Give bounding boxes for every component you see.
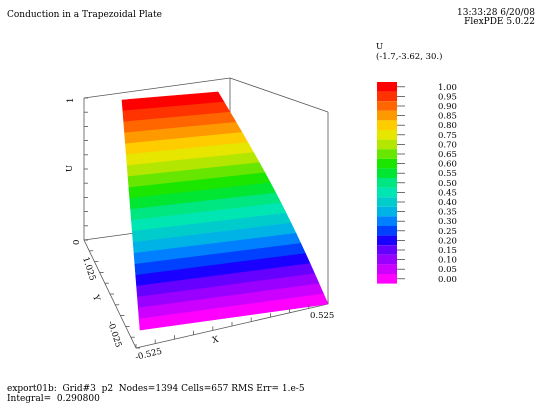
integral-value: Integral= 0.290800 [7,394,100,404]
legend-swatch [377,245,397,255]
legend-title: U [376,42,383,52]
legend-swatch [377,110,397,121]
axis-ticks [84,97,329,349]
plot-title: Conduction in a Trapezoidal Plate [7,10,162,20]
legend-level-label: 0.50 [438,179,457,189]
legend-swatch [377,139,397,150]
legend-level-label: 0.05 [438,265,457,275]
legend-level-label: 0.10 [438,256,457,266]
legend-swatch [377,91,397,102]
legend-swatch [377,82,397,92]
z-tick-min: 0 [72,240,82,245]
legend-level-label: 0.20 [438,236,457,246]
legend-level-label: 0.70 [438,140,457,150]
legend-swatch [377,274,397,284]
temperature-surface [121,91,329,331]
legend-level-label: 0.90 [438,102,457,112]
x-axis-label: X [211,335,220,346]
z-axis-label: U [65,165,75,172]
legend-level-label: 0.65 [438,150,457,160]
legend-level-label: 0.15 [438,246,457,256]
legend-level-label: 0.00 [438,275,457,285]
legend-swatch [377,206,397,217]
legend-level-label: 0.75 [438,131,457,141]
timestamp: 13:33:28 6/20/08 [457,8,535,18]
legend-level-label: 0.35 [438,208,457,218]
legend-swatch [377,197,397,207]
y-axis-label: Y [90,293,102,303]
y-tick-max: 1.025 [80,256,97,282]
legend-level-label: 0.45 [438,188,457,198]
legend-level-label: 0.40 [438,198,457,208]
legend-level-label: 0.80 [438,121,457,131]
legend-level-label: 0.55 [438,169,457,179]
legend-swatch [377,101,397,111]
legend-swatch [377,149,397,159]
legend-level-label: 1.00 [438,83,457,93]
legend-swatch [377,187,397,198]
legend-swatch [377,130,397,140]
legend-level-label: 0.85 [438,112,457,122]
legend-swatch [377,120,397,130]
legend-swatch [377,178,397,188]
legend-swatch [377,168,397,178]
legend-swatch [377,158,397,169]
software-version: FlexPDE 5.0.22 [464,17,535,27]
legend-swatch [377,235,397,246]
legend-swatch [377,254,397,265]
grid-stats: export01b: Grid#3 p2 Nodes=1394 Cells=65… [7,384,305,394]
legend-level-label: 0.95 [438,92,457,102]
x-tick-max: 0.525 [310,311,334,321]
legend-level-label: 0.30 [438,217,457,227]
color-legend: 1.000.950.900.850.800.750.700.650.600.55… [377,82,457,285]
y-tick-min: -0.025 [105,320,123,349]
z-tick-max: 1 [66,98,76,103]
legend-swatch [377,226,397,236]
legend-viewpoint: (-1.7,-3.62, 30.) [376,51,442,62]
x-tick-min: -0.525 [134,347,163,363]
legend-level-label: 0.60 [438,160,457,170]
legend-swatch [377,264,397,274]
legend-swatch [377,216,397,226]
legend-level-label: 0.25 [438,227,457,237]
